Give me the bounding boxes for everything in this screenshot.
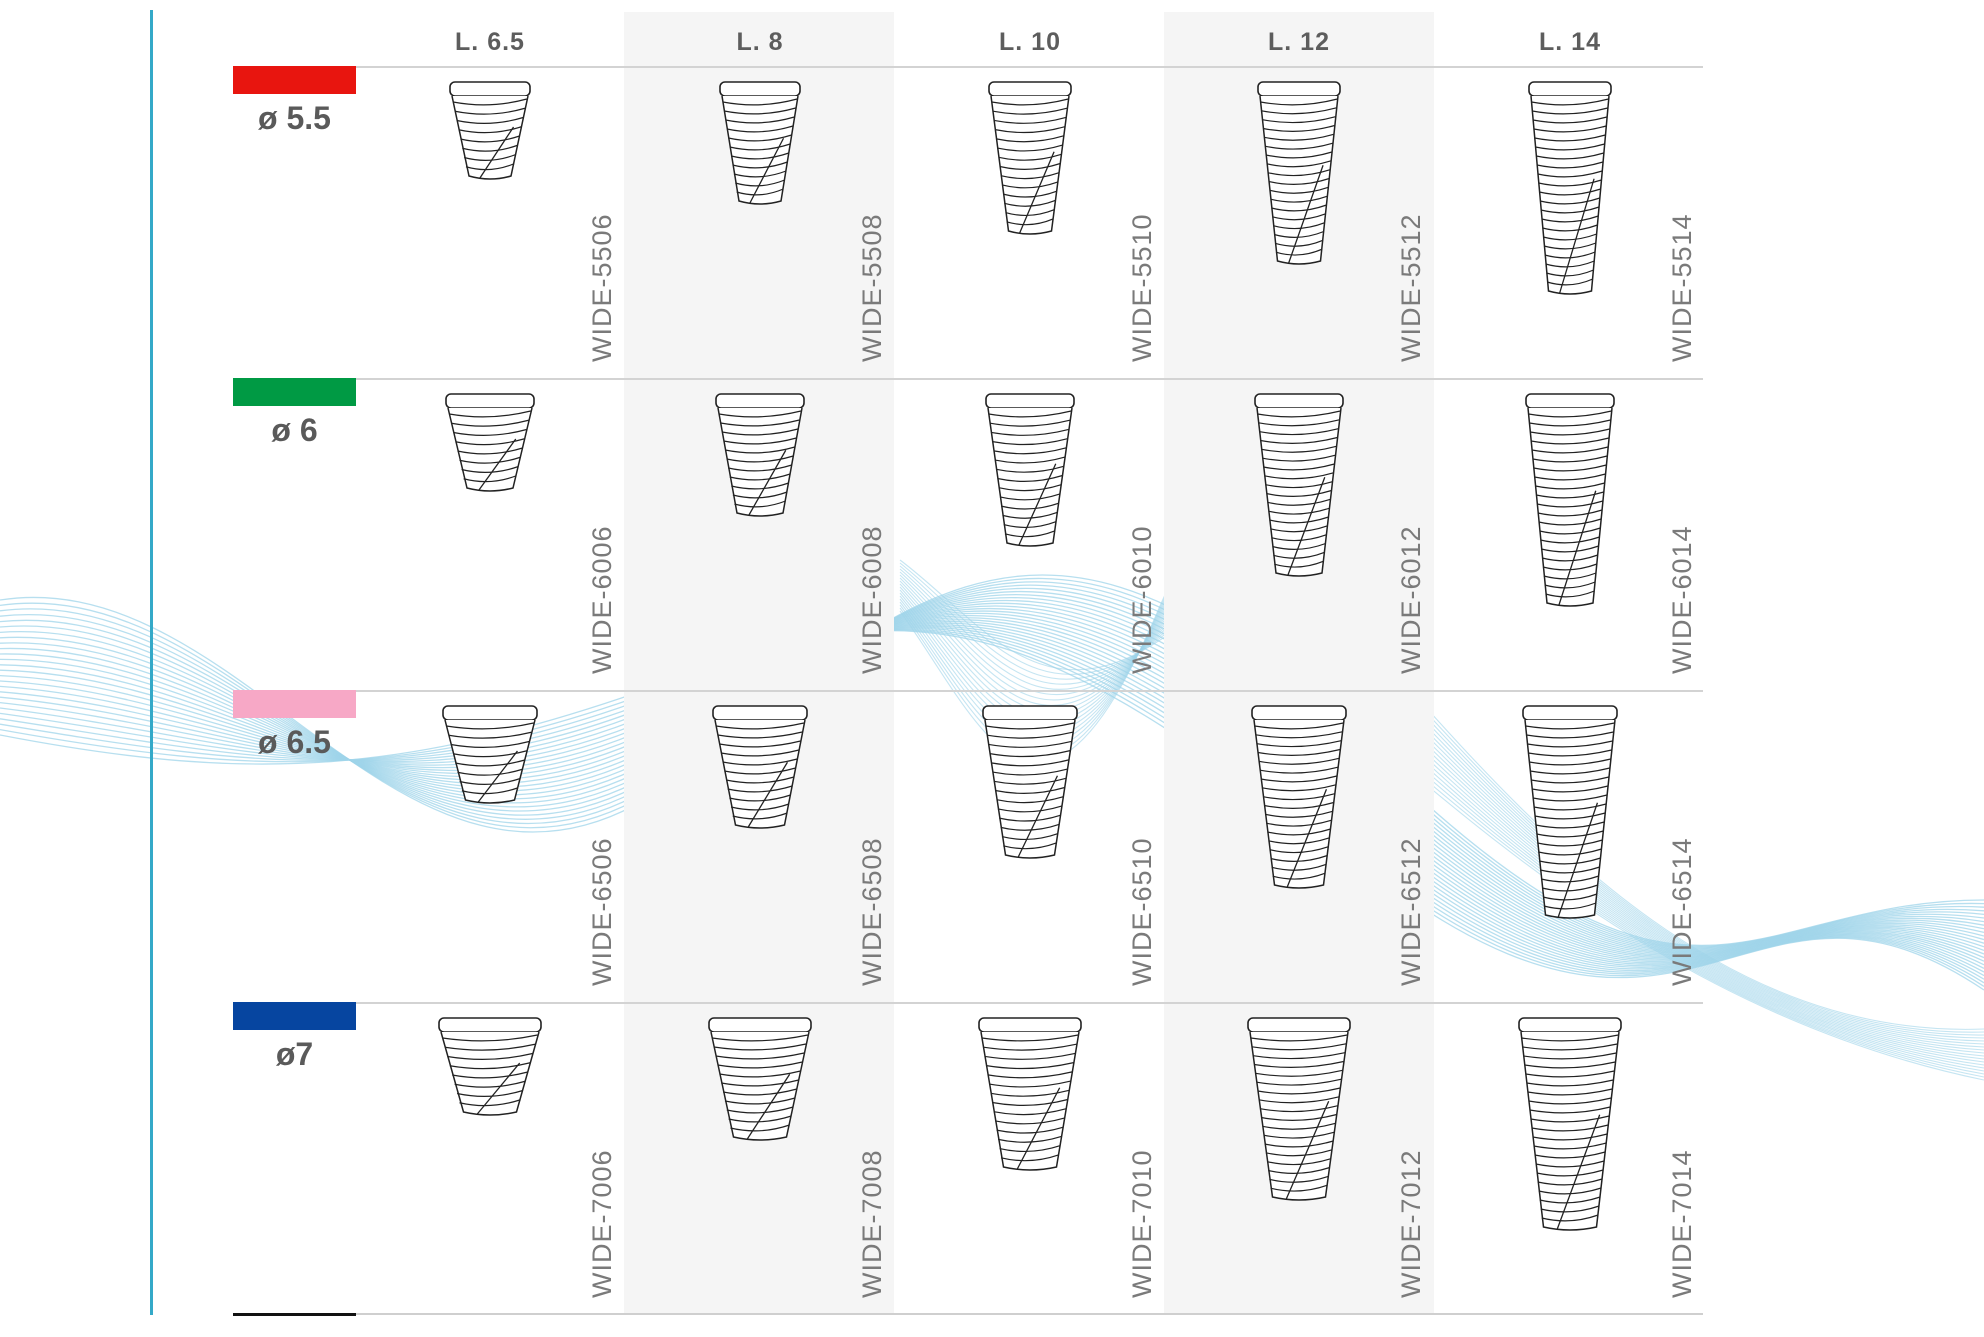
implant-icon xyxy=(1254,393,1344,577)
product-code: WIDE-7014 xyxy=(1667,1149,1697,1298)
implant-icon xyxy=(438,1017,542,1116)
implant-icon xyxy=(719,81,801,205)
implant-icon xyxy=(715,393,805,517)
product-code: WIDE-7008 xyxy=(857,1149,887,1298)
wave-line xyxy=(0,577,1984,947)
implant-icon xyxy=(978,1017,1082,1171)
implant-icon xyxy=(442,705,538,804)
row-divider xyxy=(233,378,1703,380)
column-header: L. 14 xyxy=(1539,28,1601,56)
table-bottom-line xyxy=(233,1313,1703,1315)
product-code: WIDE-6010 xyxy=(1127,525,1157,674)
product-code: WIDE-7006 xyxy=(587,1149,617,1298)
product-code: WIDE-6514 xyxy=(1667,837,1697,986)
implant-icon xyxy=(988,81,1072,235)
left-accent-line xyxy=(150,10,153,1315)
product-code: WIDE-7010 xyxy=(1127,1149,1157,1298)
diameter-color-bar xyxy=(233,66,356,94)
implant-icon xyxy=(1522,705,1618,919)
diameter-label: ø 6 xyxy=(271,412,318,448)
diameter-label: ø7 xyxy=(275,1036,314,1072)
wave-line xyxy=(0,574,1984,947)
product-code: WIDE-6512 xyxy=(1396,837,1426,986)
implant-icon xyxy=(1247,1017,1351,1201)
product-code: WIDE-5508 xyxy=(857,213,887,362)
diameter-label: ø 5.5 xyxy=(258,100,331,136)
product-code: WIDE-6006 xyxy=(587,525,617,674)
product-code: WIDE-7012 xyxy=(1396,1149,1426,1298)
diameter-color-bar xyxy=(233,1002,356,1030)
product-code: WIDE-6012 xyxy=(1396,525,1426,674)
product-code: WIDE-5512 xyxy=(1396,213,1426,362)
implant-icon xyxy=(985,393,1075,547)
implant-icon xyxy=(1528,81,1612,295)
product-code: WIDE-6510 xyxy=(1127,837,1157,986)
implant-icon xyxy=(982,705,1078,859)
column-header: L. 8 xyxy=(736,28,784,56)
product-code: WIDE-6008 xyxy=(857,525,887,674)
implant-icon xyxy=(708,1017,812,1141)
product-code: WIDE-6508 xyxy=(857,837,887,986)
wave-line xyxy=(0,630,1984,991)
column-header: L. 12 xyxy=(1268,28,1330,56)
implant-icon xyxy=(449,81,531,180)
column-header: L. 6.5 xyxy=(455,28,525,56)
diameter-color-bar xyxy=(233,378,356,406)
product-code: WIDE-6506 xyxy=(587,837,617,986)
header-divider xyxy=(233,66,1703,68)
implant-icon xyxy=(1257,81,1341,265)
implant-icon xyxy=(1251,705,1347,889)
wave-line xyxy=(0,581,1984,948)
wave-line xyxy=(0,584,1984,949)
product-code: WIDE-5514 xyxy=(1667,213,1697,362)
column-header: L. 10 xyxy=(999,28,1061,56)
product-code: WIDE-5506 xyxy=(587,213,617,362)
product-code: WIDE-5510 xyxy=(1127,213,1157,362)
diameter-color-bar xyxy=(233,690,356,718)
row-divider xyxy=(233,690,1703,692)
row-divider xyxy=(233,1002,1703,1004)
implant-icon xyxy=(1525,393,1615,607)
implant-icon xyxy=(445,393,535,492)
implant-icon xyxy=(712,705,808,829)
diameter-label: ø 6.5 xyxy=(258,724,331,760)
product-code: WIDE-6014 xyxy=(1667,525,1697,674)
implant-icon xyxy=(1518,1017,1622,1231)
bottom-black-stub xyxy=(233,1313,356,1316)
